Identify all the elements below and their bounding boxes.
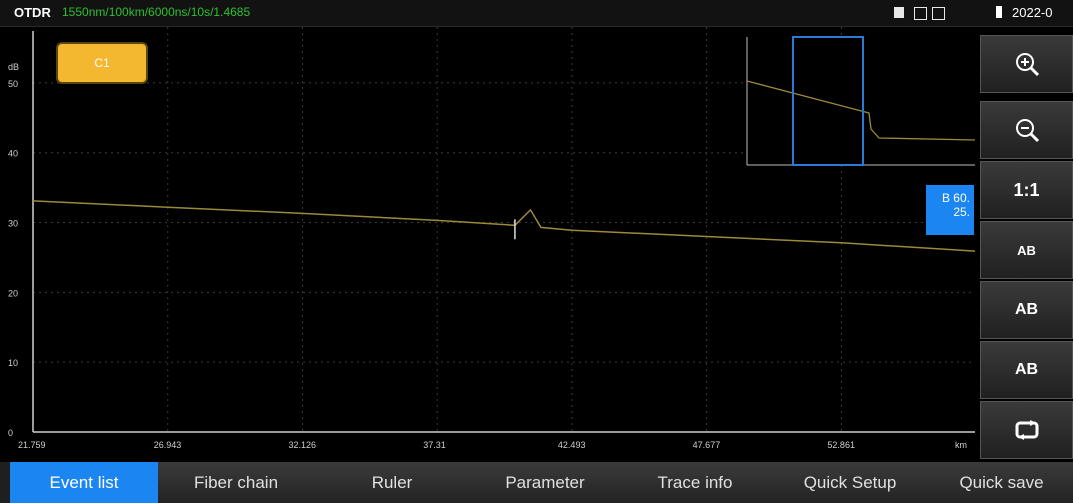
cursor-b-line1: B 60. [941, 191, 970, 205]
otdr-trace-chart[interactable]: 0 10 20 30 40 50 dB 21.759 26.943 32.126 37.31 42.4… [0, 27, 980, 463]
y-tick-label: 10 [8, 358, 18, 368]
y-axis-label: dB [8, 62, 19, 72]
overview-view-window [792, 36, 864, 166]
y-tick-label: 30 [8, 219, 18, 229]
zoom-out-icon [1015, 119, 1039, 143]
network-off-icon [932, 7, 946, 20]
x-tick-label: 37.31 [423, 440, 446, 450]
tab-ruler[interactable]: Ruler [314, 462, 471, 503]
cursor-b-line2: 25. [953, 205, 970, 219]
battery-icon [996, 6, 1002, 18]
zoom-in-button[interactable] [980, 35, 1073, 93]
y-tick-label: 0 [8, 428, 13, 438]
x-tick-label: 52.861 [827, 440, 855, 450]
y-tick-label: 40 [8, 149, 18, 159]
bottom-tab-bar: Event list Fiber chain Ruler Parameter T… [0, 462, 1073, 503]
trace-series-line [32, 200, 976, 252]
x-axis-label: km [955, 440, 967, 450]
y-tick-label: 20 [8, 288, 18, 298]
measurement-params: 1550nm/100km/6000ns/10s/1.4685 [62, 5, 251, 19]
x-tick-label: 47.677 [693, 440, 721, 450]
zoom-in-icon [1015, 53, 1039, 77]
y-tick-label: 50 [8, 79, 18, 89]
ab-cursor-button[interactable]: AB [980, 221, 1073, 279]
fit-view-button[interactable] [980, 401, 1073, 459]
tab-event-list[interactable]: Event list [10, 462, 159, 503]
swap-icon [1015, 420, 1038, 440]
system-icons [894, 7, 947, 21]
tab-quick-save[interactable]: Quick save [930, 462, 1073, 503]
ab-label: AB [1017, 242, 1036, 258]
network-off-icon [913, 7, 927, 20]
ratio-label: 1:1 [1013, 179, 1040, 200]
status-bar: OTDR 1550nm/100km/6000ns/10s/1.4685 2022… [0, 0, 1073, 27]
x-tick-label: 26.943 [154, 440, 182, 450]
zoom-out-button[interactable] [980, 101, 1073, 159]
ab-left-label: AB [1014, 301, 1039, 318]
tab-trace-info[interactable]: Trace info [620, 462, 771, 503]
app-title: OTDR [14, 5, 51, 20]
ab-right-label: AB [1014, 361, 1039, 378]
cursor-b-readout: B 60. 25. [926, 185, 974, 235]
ratio-1-1-button[interactable]: 1:1 [980, 161, 1073, 219]
tab-fiber-chain[interactable]: Fiber chain [158, 462, 315, 503]
x-tick-label: 42.493 [558, 440, 586, 450]
x-tick-label: 32.126 [288, 440, 316, 450]
move-b-right-button[interactable]: AB [980, 341, 1073, 399]
move-a-left-button[interactable]: AB [980, 281, 1073, 339]
tab-quick-setup[interactable]: Quick Setup [770, 462, 931, 503]
tab-parameter[interactable]: Parameter [470, 462, 621, 503]
overview-trace [746, 80, 976, 141]
sd-card-icon [894, 7, 904, 18]
date-display: 2022-0 [1012, 5, 1053, 20]
overview-panel [747, 37, 975, 165]
x-tick-label: 21.759 [18, 440, 46, 450]
otdr-trace-svg[interactable]: 0 10 20 30 40 50 dB 21.759 26.943 32.126 37.31 42.4… [0, 27, 980, 463]
cursor-c1-label[interactable]: C1 [58, 44, 146, 82]
